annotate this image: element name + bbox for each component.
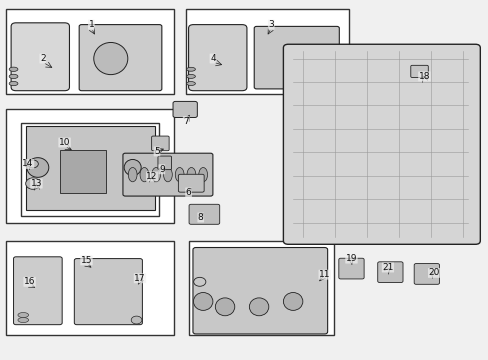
Ellipse shape — [128, 167, 137, 182]
Ellipse shape — [163, 167, 172, 182]
FancyBboxPatch shape — [189, 204, 219, 224]
Bar — [6, 109, 174, 223]
Text: 17: 17 — [134, 274, 145, 283]
FancyBboxPatch shape — [283, 44, 479, 244]
Text: 14: 14 — [22, 159, 34, 168]
Text: 21: 21 — [382, 263, 393, 272]
Ellipse shape — [9, 74, 18, 78]
Text: 13: 13 — [31, 179, 42, 188]
Bar — [60, 150, 106, 193]
Ellipse shape — [27, 158, 49, 177]
Ellipse shape — [193, 293, 212, 310]
Ellipse shape — [140, 167, 148, 182]
FancyBboxPatch shape — [254, 26, 339, 89]
Text: 16: 16 — [24, 277, 35, 286]
Ellipse shape — [151, 167, 160, 182]
Ellipse shape — [94, 42, 127, 75]
Ellipse shape — [28, 160, 38, 168]
FancyBboxPatch shape — [158, 156, 171, 170]
Ellipse shape — [249, 298, 268, 316]
Ellipse shape — [186, 82, 195, 86]
Ellipse shape — [26, 178, 40, 189]
FancyBboxPatch shape — [122, 153, 212, 196]
Text: 5: 5 — [154, 147, 160, 156]
FancyBboxPatch shape — [338, 258, 364, 279]
Text: 20: 20 — [427, 268, 439, 277]
Bar — [21, 123, 159, 216]
FancyBboxPatch shape — [410, 65, 427, 77]
Bar — [188, 241, 334, 336]
Bar — [6, 9, 174, 94]
FancyBboxPatch shape — [173, 102, 197, 117]
Ellipse shape — [18, 312, 29, 318]
Text: 8: 8 — [198, 213, 203, 222]
Bar — [26, 126, 154, 210]
Bar — [186, 9, 348, 94]
Text: 3: 3 — [268, 20, 274, 29]
FancyBboxPatch shape — [14, 257, 62, 325]
Text: 10: 10 — [59, 138, 70, 147]
Text: 7: 7 — [183, 117, 189, 126]
Text: 12: 12 — [146, 172, 158, 181]
Text: 4: 4 — [210, 54, 215, 63]
Text: 6: 6 — [185, 188, 191, 197]
FancyBboxPatch shape — [178, 174, 203, 192]
Text: 19: 19 — [345, 254, 357, 263]
Text: 2: 2 — [40, 54, 45, 63]
FancyBboxPatch shape — [74, 258, 142, 325]
FancyBboxPatch shape — [413, 264, 439, 284]
Text: 9: 9 — [159, 165, 164, 174]
Ellipse shape — [9, 81, 18, 86]
Text: 18: 18 — [418, 72, 429, 81]
Ellipse shape — [199, 167, 207, 182]
Ellipse shape — [283, 293, 302, 310]
FancyBboxPatch shape — [188, 24, 246, 91]
Text: 11: 11 — [318, 270, 330, 279]
Ellipse shape — [131, 316, 142, 324]
Text: 15: 15 — [81, 256, 92, 265]
Text: 1: 1 — [88, 20, 94, 29]
Ellipse shape — [186, 67, 195, 71]
Ellipse shape — [187, 167, 195, 182]
FancyBboxPatch shape — [377, 262, 402, 283]
Ellipse shape — [186, 75, 195, 78]
FancyBboxPatch shape — [79, 24, 162, 91]
Ellipse shape — [215, 298, 234, 316]
Ellipse shape — [175, 167, 183, 182]
FancyBboxPatch shape — [11, 23, 69, 91]
Ellipse shape — [18, 318, 29, 323]
FancyBboxPatch shape — [193, 248, 327, 334]
Ellipse shape — [124, 159, 141, 176]
FancyBboxPatch shape — [151, 136, 169, 151]
Ellipse shape — [9, 67, 18, 71]
Bar — [6, 241, 174, 336]
